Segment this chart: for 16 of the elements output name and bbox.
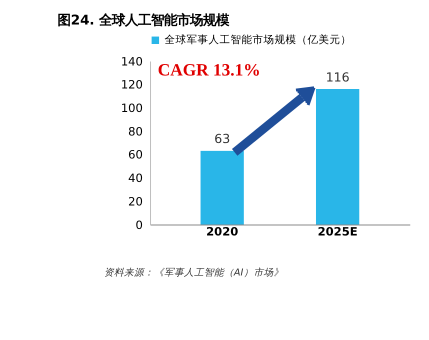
annotation: CAGR 13.1%	[158, 60, 261, 80]
y-tick-label: 0	[135, 218, 143, 232]
y-tick-label: 40	[128, 171, 143, 186]
data-label: 63	[214, 131, 230, 146]
y-tick-label: 60	[128, 148, 143, 162]
y-tick-label: 80	[128, 124, 143, 138]
data-label: 116	[326, 69, 350, 84]
y-tick-label: 120	[120, 78, 143, 92]
text: 资料来源：《军事人工智能（AI）市场》	[104, 266, 284, 278]
x-tick-label: 2025E	[318, 224, 358, 239]
x-tick-label: 2020	[206, 224, 238, 239]
chart-title: 图24. 全球人工智能市场规模	[58, 12, 230, 28]
legend-label: 全球军事人工智能市场规模（亿美元）	[164, 33, 352, 46]
y-tick-label: 140	[120, 54, 143, 68]
y-tick-label: 20	[128, 194, 143, 208]
y-tick-label: 100	[120, 101, 143, 116]
